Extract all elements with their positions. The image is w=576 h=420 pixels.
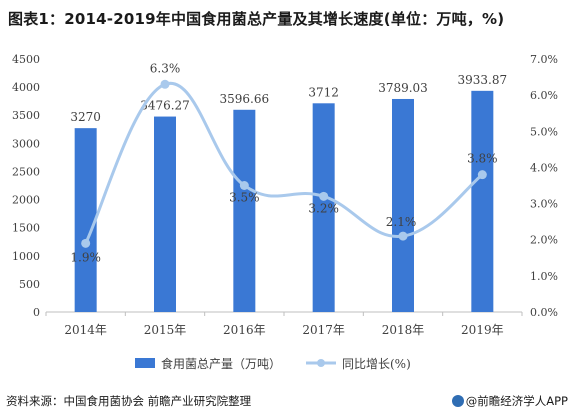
legend-bar-swatch: [135, 358, 155, 368]
line-point: [81, 238, 91, 248]
right-tick-label: 1.0%: [530, 270, 558, 283]
left-tick-label: 4500: [12, 53, 40, 66]
right-tick-label: 6.0%: [530, 89, 558, 102]
legend-bar-label: 食用菌总产量（万吨）: [161, 356, 281, 371]
bar-value-label: 3476.27: [140, 99, 190, 113]
x-tick-label: 2015年: [144, 323, 187, 337]
x-tick-label: 2018年: [382, 323, 425, 337]
left-tick-label: 2000: [12, 194, 40, 207]
bar: [233, 109, 256, 312]
right-tick-label: 3.0%: [530, 198, 558, 211]
left-tick-label: 1000: [12, 250, 40, 263]
x-axis: 2014年 2015年 2016年 2017年 2018年 2019年: [45, 311, 523, 337]
line-value-label: 3.2%: [308, 201, 339, 215]
source-note: 资料来源：中国食用菌协会 前瞻产业研究院整理: [6, 394, 252, 408]
bar: [154, 116, 176, 313]
right-tick-label: 2.0%: [530, 234, 558, 247]
bar-series: 3270 3476.27 3596.66 3712 3789.03 3933.87: [70, 73, 508, 313]
left-tick-label: 4000: [12, 81, 40, 94]
left-tick-label: 500: [19, 278, 40, 291]
left-tick-label: 3500: [12, 109, 40, 122]
bar-value-label: 3270: [70, 110, 101, 124]
bar-value-label: 3933.87: [458, 73, 508, 87]
line-point: [160, 79, 170, 89]
bar: [312, 103, 335, 313]
line-value-label: 3.5%: [229, 191, 260, 205]
chart-title: 图表1：2014-2019年中国食用菌总产量及其增长速度(单位：万吨，%): [8, 10, 505, 28]
left-tick-label: 0: [33, 306, 40, 319]
line-point: [239, 181, 249, 190]
line-point: [398, 231, 408, 241]
left-tick-label: 2500: [12, 165, 40, 178]
bar: [74, 128, 97, 312]
bar-value-label: 3712: [308, 85, 339, 99]
brand-label: @前瞻经济学人APP: [465, 394, 568, 408]
legend-line-label: 同比增长(%): [342, 357, 411, 371]
line-point: [319, 191, 329, 201]
line-value-label: 2.1%: [386, 215, 417, 229]
right-tick-label: 5.0%: [530, 125, 558, 138]
x-tick-label: 2017年: [302, 323, 345, 337]
x-tick-label: 2016年: [223, 323, 266, 337]
line-value-label: 3.8%: [467, 152, 498, 166]
line-point: [477, 170, 487, 180]
right-y-axis: 0.0% 1.0% 2.0% 3.0% 4.0% 5.0% 6.0% 7.0%: [530, 53, 558, 319]
bar-value-label: 3789.03: [378, 81, 428, 95]
brand-logo-icon: [451, 395, 464, 407]
line-series: 1.9% 6.3% 3.5% 3.2% 2.1% 3.8%: [70, 61, 497, 264]
left-y-axis: 0 500 1000 1500 2000 2500 3000 3500 4000 4500: [12, 53, 40, 319]
left-tick-label: 3000: [12, 137, 40, 150]
left-tick-label: 1500: [12, 222, 40, 235]
x-tick-label: 2019年: [461, 323, 504, 337]
line-value-label: 1.9%: [70, 250, 101, 264]
bar-value-label: 3596.66: [220, 92, 270, 106]
legend: 食用菌总产量（万吨） 同比增长(%): [135, 356, 411, 371]
legend-line-marker: [317, 359, 325, 367]
x-tick-label: 2014年: [64, 323, 107, 337]
right-tick-label: 7.0%: [530, 53, 558, 66]
bar: [392, 98, 414, 312]
right-tick-label: 0.0%: [530, 306, 558, 319]
bar: [471, 90, 494, 312]
right-tick-label: 4.0%: [530, 161, 558, 174]
brand-note: @前瞻经济学人APP: [451, 393, 568, 409]
line-value-label: 6.3%: [150, 61, 181, 75]
